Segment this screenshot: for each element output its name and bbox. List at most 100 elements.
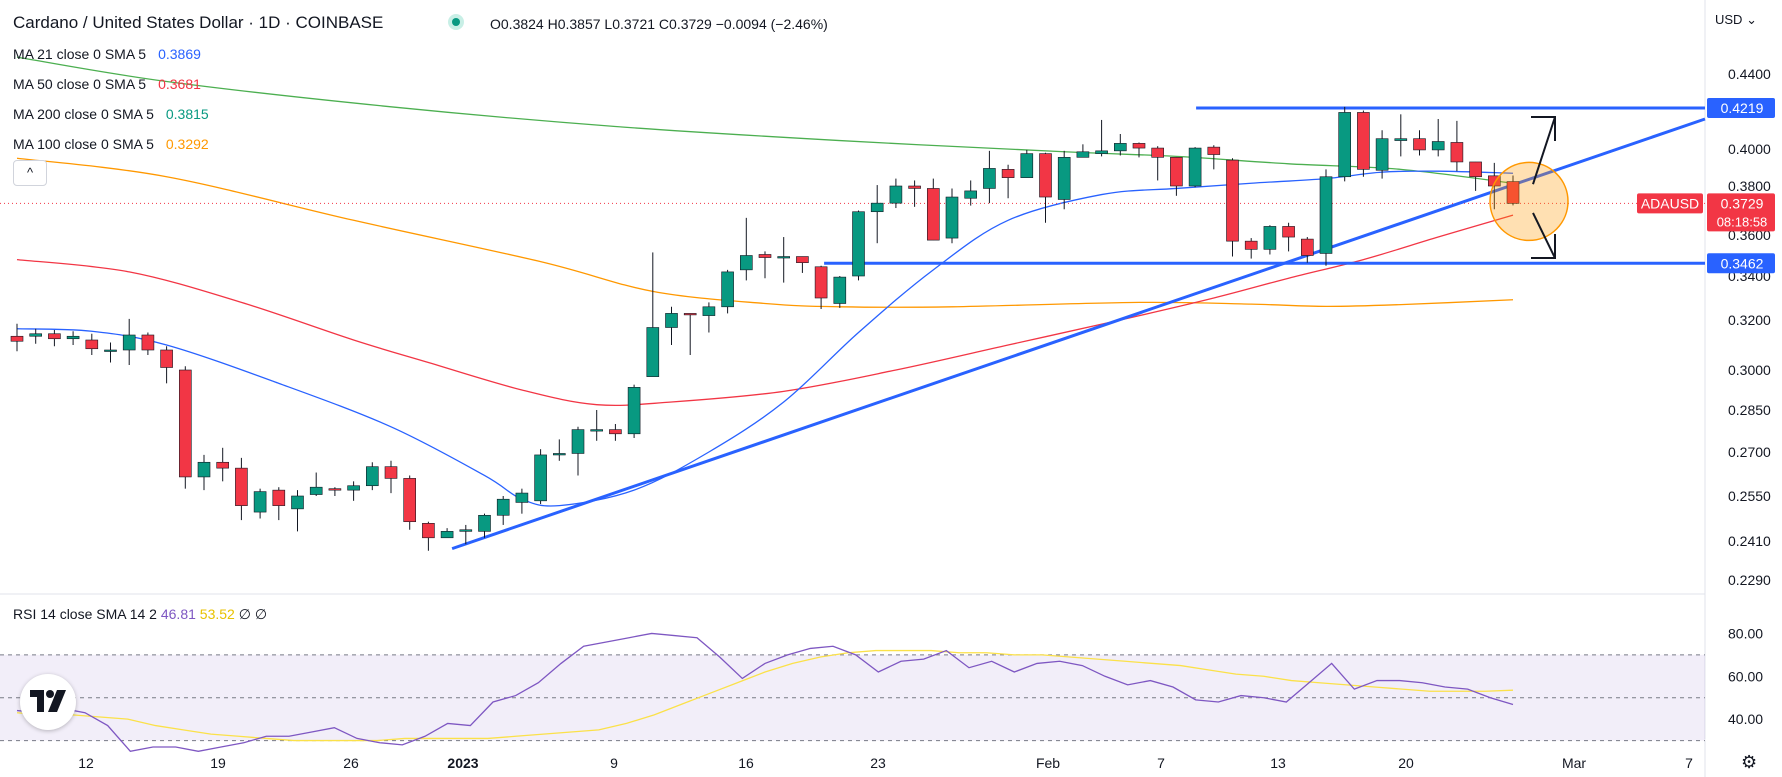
ma-label: MA 50 close 0 SMA 5: [13, 76, 147, 92]
candle-body[interactable]: [1076, 151, 1090, 158]
candle-body[interactable]: [1431, 141, 1445, 151]
time-tick-label: 16: [738, 755, 754, 771]
candle-body[interactable]: [777, 256, 791, 259]
candle-body[interactable]: [179, 369, 192, 478]
candle-body[interactable]: [1338, 112, 1351, 178]
candle-body[interactable]: [347, 485, 360, 491]
candle-body[interactable]: [964, 190, 978, 199]
candle-body[interactable]: [1357, 112, 1370, 170]
candle-body[interactable]: [1375, 138, 1389, 171]
candle-body[interactable]: [48, 333, 61, 340]
candle-body[interactable]: [683, 313, 697, 316]
candle-body[interactable]: [571, 429, 585, 454]
candle-body[interactable]: [1244, 240, 1258, 250]
candle-body[interactable]: [1506, 181, 1520, 204]
candle-body[interactable]: [235, 467, 248, 506]
candle-body[interactable]: [739, 255, 753, 271]
candle-body[interactable]: [1132, 143, 1146, 149]
price-tick-label: 0.2550: [1728, 488, 1771, 504]
candle-body[interactable]: [253, 491, 267, 513]
candle-body[interactable]: [609, 429, 622, 435]
candle-body[interactable]: [552, 453, 566, 456]
candle-body[interactable]: [422, 523, 435, 539]
candle-body[interactable]: [309, 486, 323, 495]
candle-body[interactable]: [627, 387, 641, 435]
candle-body[interactable]: [1450, 142, 1464, 163]
candle-body[interactable]: [1469, 161, 1482, 178]
candle-body[interactable]: [665, 313, 678, 328]
candle-body[interactable]: [478, 514, 491, 532]
candle-body[interactable]: [870, 202, 884, 213]
candle-body[interactable]: [983, 168, 996, 189]
candle-body[interactable]: [758, 254, 772, 258]
candle-body[interactable]: [814, 266, 828, 299]
candle-body[interactable]: [291, 495, 304, 510]
arrow-down-head: [1531, 234, 1556, 259]
ma100-legend[interactable]: MA 100 close 0 SMA 5 0.3292: [13, 136, 209, 152]
candle-body[interactable]: [403, 478, 417, 523]
candle-body[interactable]: [702, 306, 716, 316]
rsi-legend[interactable]: RSI 14 close SMA 14 2 46.81 53.52 ∅ ∅: [13, 606, 267, 623]
candle-body[interactable]: [1151, 147, 1164, 158]
candle-body[interactable]: [160, 349, 173, 368]
candle-body[interactable]: [945, 196, 959, 239]
candle-body[interactable]: [10, 335, 24, 342]
candle-body[interactable]: [796, 256, 809, 263]
candle-body[interactable]: [66, 335, 80, 340]
tradingview-logo[interactable]: [20, 674, 76, 730]
candle-body[interactable]: [1301, 238, 1314, 256]
candle-body[interactable]: [197, 461, 211, 478]
candle-body[interactable]: [104, 349, 117, 352]
candle-body[interactable]: [440, 531, 454, 539]
candle-body[interactable]: [1319, 176, 1333, 254]
candle-body[interactable]: [272, 489, 286, 506]
candle-body[interactable]: [590, 429, 604, 432]
candle-body[interactable]: [141, 334, 155, 351]
candle-body[interactable]: [1188, 147, 1202, 187]
candle-body[interactable]: [459, 529, 473, 532]
candle-body[interactable]: [908, 185, 921, 189]
candle-body[interactable]: [85, 339, 99, 350]
price-tick-label: 0.2850: [1728, 402, 1771, 418]
candle-body[interactable]: [1263, 226, 1277, 250]
settings-gear-icon[interactable]: ⚙: [1741, 752, 1758, 772]
candle-body[interactable]: [534, 454, 547, 502]
candle-body[interactable]: [216, 461, 229, 469]
candle-body[interactable]: [384, 466, 398, 479]
candle-body[interactable]: [1413, 138, 1426, 151]
candle-body[interactable]: [1114, 143, 1127, 152]
time-tick-label: 12: [78, 755, 94, 771]
candle-body[interactable]: [328, 488, 342, 491]
candle-body[interactable]: [1207, 146, 1221, 155]
candle-body[interactable]: [926, 188, 940, 241]
candle-body[interactable]: [1057, 157, 1071, 200]
candle-body[interactable]: [1095, 150, 1108, 154]
candle-body[interactable]: [1170, 157, 1183, 187]
candle-body[interactable]: [515, 492, 529, 503]
rsi-label: RSI 14 close SMA 14 2: [13, 606, 157, 622]
candle-body[interactable]: [1282, 226, 1295, 238]
candle-body[interactable]: [29, 333, 43, 337]
candle-body[interactable]: [122, 334, 136, 351]
candle-body[interactable]: [1039, 153, 1052, 198]
ma-label: MA 100 close 0 SMA 5: [13, 136, 154, 152]
candle-body[interactable]: [1001, 169, 1015, 178]
candle-body[interactable]: [1020, 153, 1034, 178]
ma21-legend[interactable]: MA 21 close 0 SMA 5 0.3869: [13, 46, 201, 62]
candle-body[interactable]: [1226, 159, 1239, 242]
candle-body[interactable]: [833, 276, 847, 304]
currency-selector[interactable]: USD ⌄: [1715, 12, 1757, 28]
collapse-legend-button[interactable]: ^: [13, 160, 47, 186]
candle-body[interactable]: [721, 271, 734, 308]
candle-body[interactable]: [889, 185, 903, 204]
candle-body[interactable]: [496, 498, 510, 516]
ma-label: MA 21 close 0 SMA 5: [13, 46, 147, 62]
candle-body[interactable]: [1394, 138, 1408, 141]
ma200-legend[interactable]: MA 200 close 0 SMA 5 0.3815: [13, 106, 209, 122]
candle-body[interactable]: [365, 466, 379, 487]
candle-body[interactable]: [646, 327, 660, 377]
ma50-legend[interactable]: MA 50 close 0 SMA 5 0.3681: [13, 76, 201, 92]
candle-body[interactable]: [1488, 175, 1501, 187]
candle-body[interactable]: [852, 211, 865, 277]
